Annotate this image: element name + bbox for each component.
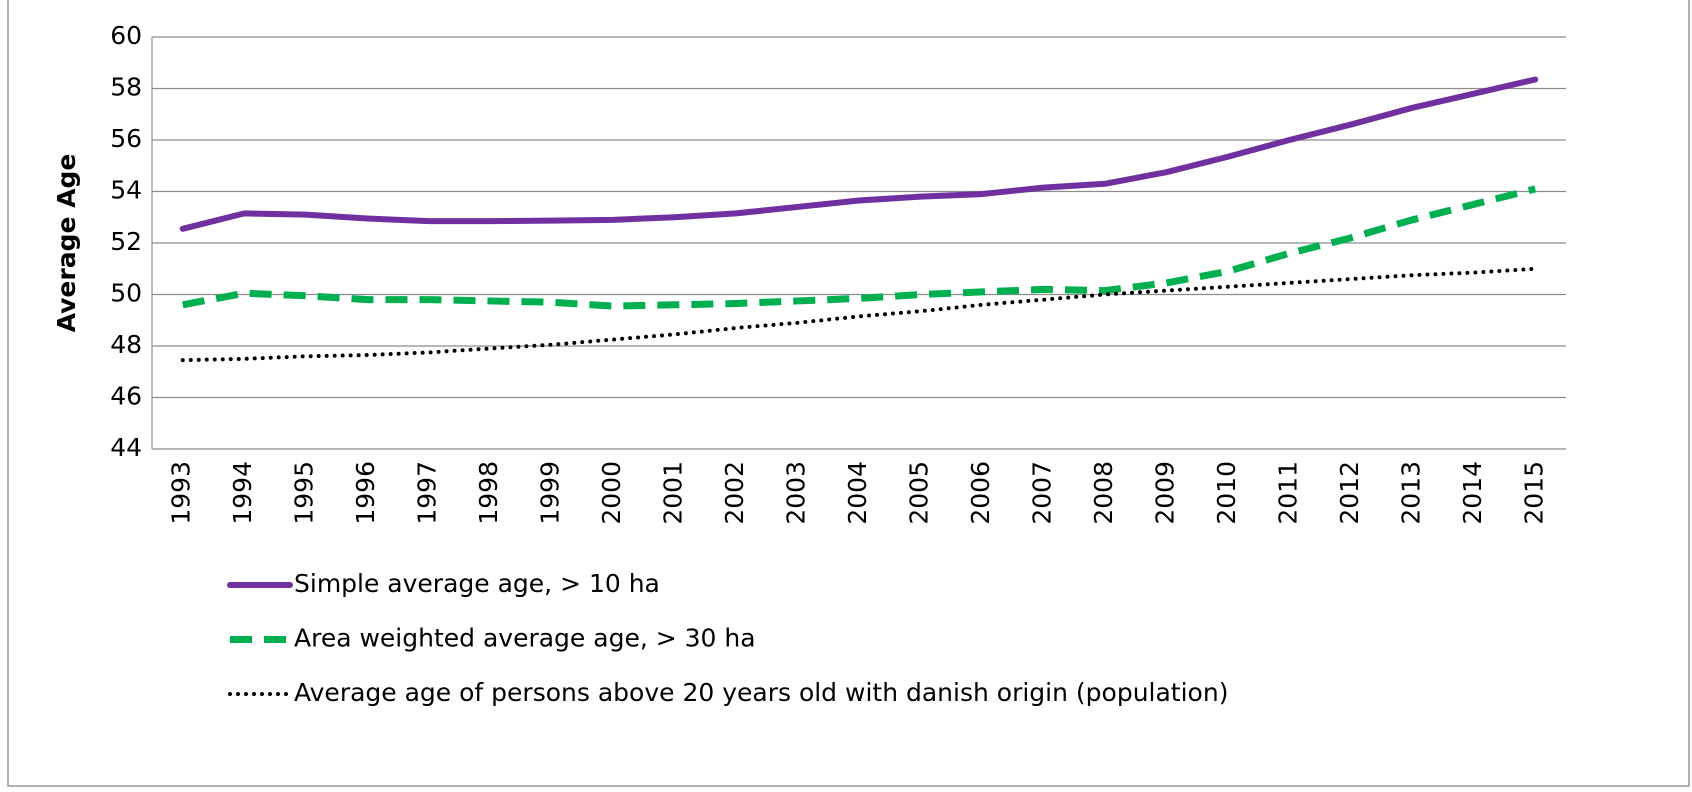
x-tick-label: 2012	[1335, 461, 1364, 525]
y-tick-label: 48	[110, 330, 142, 359]
y-tick-label: 52	[110, 227, 142, 256]
legend-label: Simple average age, > 10 ha	[294, 569, 660, 598]
series-line	[179, 76, 1539, 232]
y-tick-label: 54	[110, 176, 142, 205]
y-tick-label: 50	[110, 279, 142, 308]
chart-frame	[7, 0, 1690, 787]
x-tick-label: 2010	[1212, 461, 1241, 525]
x-tick-label: 2008	[1089, 461, 1118, 525]
y-tick-label: 46	[110, 382, 142, 411]
x-tick-label: 2002	[720, 461, 749, 525]
series-line	[180, 266, 1538, 363]
x-tick-label: 2009	[1150, 461, 1179, 525]
legend-label: Average age of persons above 20 years ol…	[294, 678, 1228, 707]
x-tick-label: 2006	[966, 461, 995, 525]
x-tick-label: 2004	[843, 461, 872, 525]
series-line	[182, 185, 1537, 310]
x-tick-label: 1998	[474, 461, 503, 525]
x-tick-label: 1996	[351, 461, 380, 525]
y-axis-label: Average Age	[52, 154, 81, 333]
y-tick-label: 60	[110, 21, 142, 50]
y-tick-label: 56	[110, 124, 142, 153]
x-tick-label: 1994	[228, 461, 257, 525]
x-tick-label: 1993	[167, 461, 196, 525]
y-tick-label: 44	[110, 433, 142, 462]
legend-label: Area weighted average age, > 30 ha	[294, 624, 756, 653]
x-tick-label: 2011	[1273, 461, 1302, 525]
x-tick-label: 2003	[782, 461, 811, 525]
x-tick-label: 2014	[1458, 461, 1487, 525]
x-tick-label: 2000	[597, 461, 626, 525]
x-tick-label: 1997	[413, 461, 442, 525]
x-tick-label: 2005	[904, 461, 933, 525]
x-tick-label: 2013	[1396, 461, 1425, 525]
x-tick-label: 1999	[536, 461, 565, 525]
x-tick-label: 1995	[290, 461, 319, 525]
x-tick-label: 2007	[1027, 461, 1056, 525]
x-tick-label: 2015	[1519, 461, 1548, 525]
y-tick-label: 58	[110, 73, 142, 102]
x-tick-label: 2001	[659, 461, 688, 525]
